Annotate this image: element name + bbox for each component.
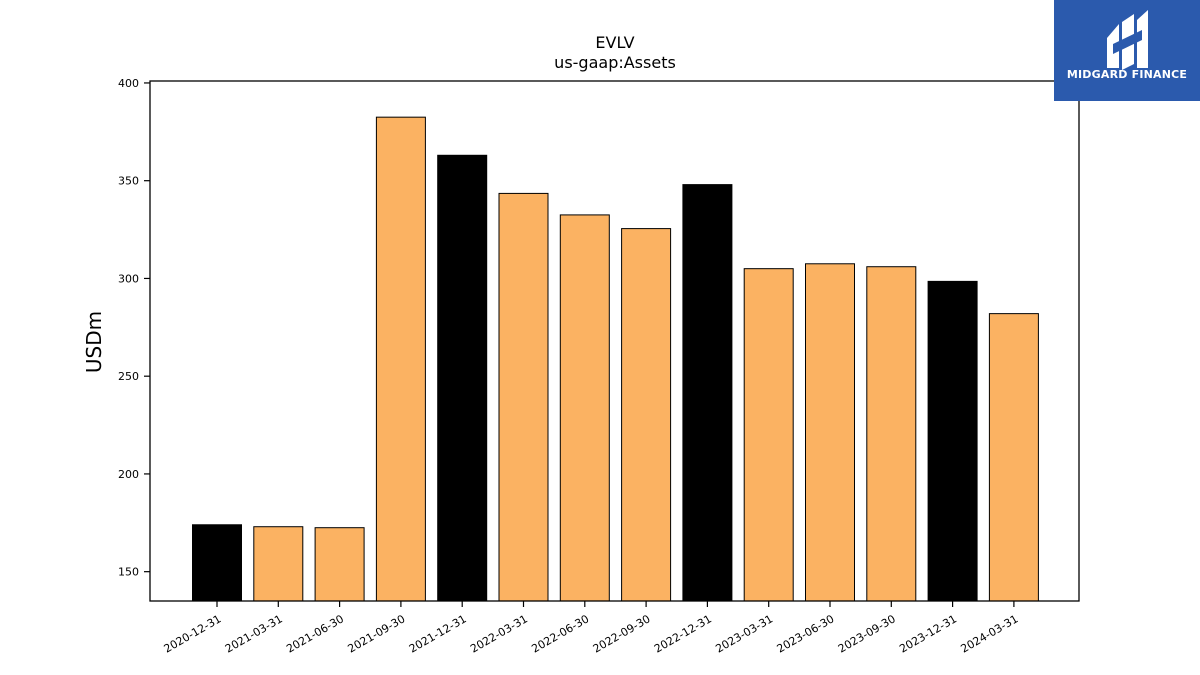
x-tick-label: 2022-12-31 (652, 612, 714, 655)
x-tick-label: 2022-09-30 (591, 612, 653, 655)
x-tick-label: 2024-03-31 (959, 612, 1021, 655)
bar-2022-03-31 (498, 192, 549, 602)
bar-2021-03-31 (253, 526, 304, 602)
bar-2023-09-30 (866, 266, 917, 602)
y-tick-label: 150 (118, 566, 139, 579)
y-tick-label: 200 (118, 468, 139, 481)
bar-2022-12-31 (682, 184, 733, 602)
y-tick-label: 350 (118, 175, 139, 188)
x-tick-label: 2021-03-31 (223, 612, 285, 655)
bar-2020-12-31 (192, 524, 242, 602)
bar-2021-09-30 (375, 116, 426, 602)
plot-frame (149, 80, 1080, 602)
x-tick-label: 2022-03-31 (468, 612, 530, 655)
midgard-finance-logo: MIDGARD FINANCE (1054, 0, 1200, 101)
bars-group (192, 116, 1039, 602)
bar-2023-03-31 (743, 268, 794, 602)
x-tick-label: 2023-06-30 (775, 612, 837, 655)
x-tick-label: 2021-06-30 (284, 612, 346, 655)
logo-mark-icon (1107, 10, 1148, 70)
bar-2022-09-30 (621, 228, 672, 602)
y-tick-label: 300 (118, 272, 139, 285)
x-tick-label: 2023-12-31 (897, 612, 959, 655)
bar-2022-06-30 (559, 214, 610, 602)
chart-subtitle: us-gaap:Assets (554, 53, 676, 72)
x-tick-label: 2023-09-30 (836, 612, 898, 655)
bar-2023-12-31 (927, 280, 978, 602)
y-axis-ticks: 150 200 250 300 350 400 (118, 77, 150, 579)
bar-2023-06-30 (805, 263, 855, 602)
y-axis-label: USDm (82, 311, 106, 373)
logo-text: MIDGARD FINANCE (1066, 68, 1188, 81)
x-tick-label: 2023-03-31 (713, 612, 775, 655)
x-tick-label: 2021-12-31 (407, 612, 469, 655)
x-axis-ticks: 2020-12-31 2021-03-31 2021-06-30 2021-09-30… (162, 601, 1021, 656)
y-tick-label: 400 (118, 77, 139, 90)
bar-2024-03-31 (988, 313, 1039, 602)
x-tick-label: 2022-06-30 (529, 612, 591, 655)
chart-title: EVLV (595, 33, 634, 52)
x-tick-label: 2020-12-31 (162, 612, 224, 655)
y-tick-label: 250 (118, 370, 139, 383)
bar-2021-12-31 (437, 154, 488, 602)
x-tick-label: 2021-09-30 (346, 612, 408, 655)
bar-2021-06-30 (314, 527, 365, 602)
